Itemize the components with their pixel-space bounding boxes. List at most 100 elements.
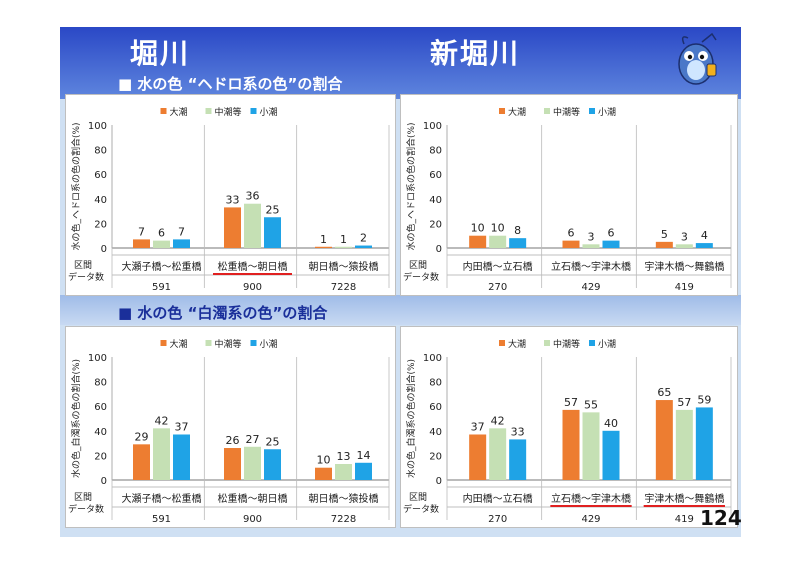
bar-value-label: 37: [175, 420, 189, 433]
row-label-count: データ数: [403, 271, 439, 283]
count-label: 270: [488, 282, 507, 293]
bar-value-label: 7: [178, 225, 185, 238]
bar: [315, 467, 332, 480]
bar-value-label: 33: [226, 193, 240, 206]
panel-shinhorikawa-cloudy: 水の色_白濁系の色の割合(%) 0 20 40 60 80 100 大潮 中潮等 小潮 区間 データ数…: [400, 326, 738, 528]
bar-value-label: 13: [337, 450, 351, 463]
bar: [355, 462, 372, 480]
title-shinhorikawa: 新堀川: [430, 37, 521, 70]
row-label-section: 区間: [409, 492, 427, 503]
count-label: 270: [488, 514, 507, 525]
legend-swatch: [205, 108, 212, 114]
row-label-count: データ数: [68, 271, 104, 283]
bar-value-label: 25: [266, 435, 280, 448]
y-tick-label: 0: [101, 476, 107, 487]
bar-value-label: 42: [491, 414, 505, 427]
y-tick-label: 60: [429, 170, 442, 181]
bar: [509, 238, 527, 248]
bar-value-label: 27: [246, 433, 260, 446]
bar: [264, 449, 281, 480]
bar-value-label: 59: [697, 393, 711, 406]
bar: [133, 444, 150, 480]
legend-label: 小潮: [598, 106, 616, 118]
bar: [173, 239, 190, 248]
bar-value-label: 10: [471, 222, 485, 235]
y-tick-label: 40: [94, 427, 107, 438]
bar: [655, 241, 673, 248]
y-tick-label: 20: [429, 219, 442, 230]
bar: [355, 245, 372, 248]
bar-value-label: 10: [317, 454, 331, 467]
bar: [244, 446, 261, 480]
y-tick-label: 20: [94, 451, 107, 462]
legend-label: 小潮: [598, 338, 616, 350]
legend-swatch: [205, 340, 212, 346]
bar-value-label: 3: [681, 230, 688, 243]
header-band: [60, 27, 741, 99]
bar-value-label: 4: [701, 229, 708, 242]
y-tick-label: 60: [94, 170, 107, 181]
bar-value-label: 57: [564, 396, 578, 409]
count-label: 7228: [331, 514, 356, 525]
legend-label: 小潮: [260, 106, 278, 118]
bar: [582, 244, 600, 248]
y-tick-label: 100: [423, 121, 442, 132]
category-label: 内田橋～立石橋: [463, 492, 533, 505]
count-label: 419: [675, 514, 694, 525]
count-label: 591: [152, 282, 171, 293]
bar: [489, 428, 507, 480]
bar-value-label: 29: [135, 430, 149, 443]
row-label-count: データ数: [403, 503, 439, 515]
y-tick-label: 0: [436, 244, 442, 255]
bar-value-label: 57: [677, 396, 691, 409]
y-tick-label: 0: [436, 476, 442, 487]
panel-horikawa-sludge: 水の色_ヘドロ系の色の割合(%) 0 20 40 60 80 100 大潮 中潮等 小潮 区間 データ…: [65, 94, 396, 296]
category-label: 立石橋～宇津木橋: [551, 260, 631, 273]
legend-swatch: [250, 108, 257, 114]
category-label: 大瀬子橋～松重橋: [122, 492, 202, 505]
legend-label: 大潮: [508, 106, 526, 118]
bar-value-label: 3: [588, 230, 595, 243]
bar: [224, 207, 241, 248]
y-tick-label: 20: [429, 451, 442, 462]
bar-value-label: 6: [158, 227, 165, 240]
bar-value-label: 1: [320, 233, 327, 246]
bar: [315, 246, 332, 248]
y-axis-label: 水の色_ヘドロ系の色の割合(%): [405, 122, 417, 250]
bar-value-label: 10: [491, 222, 505, 235]
row-label-section: 区間: [74, 260, 92, 271]
y-tick-label: 20: [94, 219, 107, 230]
category-label: 大瀬子橋～松重橋: [122, 260, 202, 273]
bar: [469, 235, 487, 248]
bar-value-label: 40: [604, 417, 618, 430]
category-label: 宇津木橋～舞鶴橋: [644, 260, 724, 273]
y-tick-label: 80: [94, 378, 107, 389]
bar: [153, 428, 170, 480]
bar-value-label: 5: [661, 228, 668, 241]
count-label: 591: [152, 514, 171, 525]
chart-shinhorikawa-sludge: 水の色_ヘドロ系の色の割合(%) 0 20 40 60 80 100 大潮 中潮等 小潮区間データ…: [403, 106, 732, 293]
category-label: 朝日橋～猿投橋: [309, 492, 379, 505]
legend-label: 中潮等: [553, 338, 580, 350]
legend-label: 中潮等: [215, 338, 242, 350]
count-label: 900: [243, 514, 262, 525]
panel-horikawa-cloudy: 水の色_白濁系の色の割合(%) 0 20 40 60 80 100 大潮 中潮等 小潮 区間 データ数…: [65, 326, 396, 528]
legend-swatch: [589, 108, 595, 114]
legend-swatch: [589, 340, 595, 346]
y-tick-label: 80: [429, 146, 442, 157]
bar-value-label: 1: [340, 233, 347, 246]
category-label: 内田橋～立石橋: [463, 260, 533, 273]
bar: [224, 448, 241, 480]
legend-label: 中潮等: [553, 106, 580, 118]
page-number: 124: [700, 506, 742, 530]
count-label: 7228: [331, 282, 356, 293]
bar: [562, 240, 580, 248]
y-axis-label: 水の色_白濁系の色の割合(%): [405, 359, 417, 478]
y-tick-label: 100: [88, 121, 107, 132]
legend-label: 中潮等: [215, 106, 242, 118]
bar-value-label: 14: [357, 449, 371, 462]
bar-value-label: 2: [360, 232, 367, 245]
legend-label: 大潮: [508, 338, 526, 350]
bar: [264, 217, 281, 248]
bar: [695, 407, 713, 480]
